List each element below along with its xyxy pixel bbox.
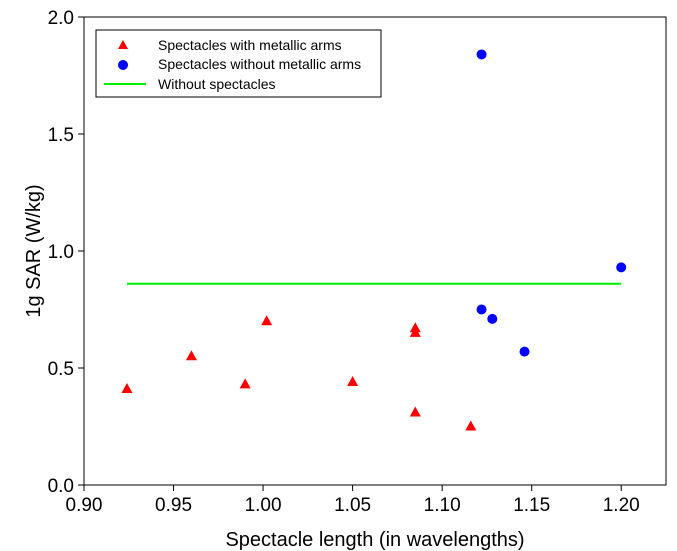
y-tick-label: 2.0 [48,8,74,29]
y-tick-label: 0.5 [48,359,74,380]
y-axis-label: 1g SAR (W/kg) [23,184,45,317]
metallic-arms-point [347,376,359,387]
x-tick-labels: 0.90 0.95 1.00 1.05 1.10 1.15 1.20 [66,495,640,516]
legend-label-non-metallic: Spectacles without metallic arms [158,56,361,72]
legend-circle-marker [118,60,128,70]
data-marks [121,49,627,431]
x-tick-label: 1.00 [245,495,282,516]
x-tick-label: 1.15 [513,495,550,516]
non-metallic-arms-point [519,346,530,357]
y-tick-labels: 0.0 0.5 1.0 1.5 2.0 [48,8,74,497]
y-tick-label: 0.0 [48,476,74,497]
legend-label-without: Without spectacles [158,76,276,92]
y-tick-label: 1.5 [48,125,74,146]
x-tick-label: 0.95 [155,495,192,516]
metallic-arms-point [185,350,197,361]
y-tick-label: 1.0 [48,242,74,263]
x-tick-label: 1.10 [424,495,461,516]
metallic-arms-point [121,383,133,394]
metallic-arms-point [261,315,273,326]
tick-marks [78,16,622,491]
non-metallic-arms-point [476,49,487,60]
x-tick-label: 0.90 [66,495,103,516]
legend-triangle-marker [118,40,128,49]
non-metallic-arms-point [616,262,627,273]
x-tick-label: 1.20 [603,495,640,516]
metallic-arms-point [239,378,251,389]
non-metallic-arms-point [476,304,487,315]
x-tick-label: 1.05 [334,495,371,516]
metallic-arms-point [409,406,421,417]
metallic-arms-point [409,326,421,337]
legend-box [95,29,382,98]
legend-label-metallic: Spectacles with metallic arms [158,37,342,53]
x-axis-label: Spectacle length (in wavelengths) [225,529,524,551]
legend: Spectacles with metallic arms Spectacles… [95,29,382,98]
non-metallic-arms-point [487,313,498,324]
metallic-arms-point [465,420,477,431]
